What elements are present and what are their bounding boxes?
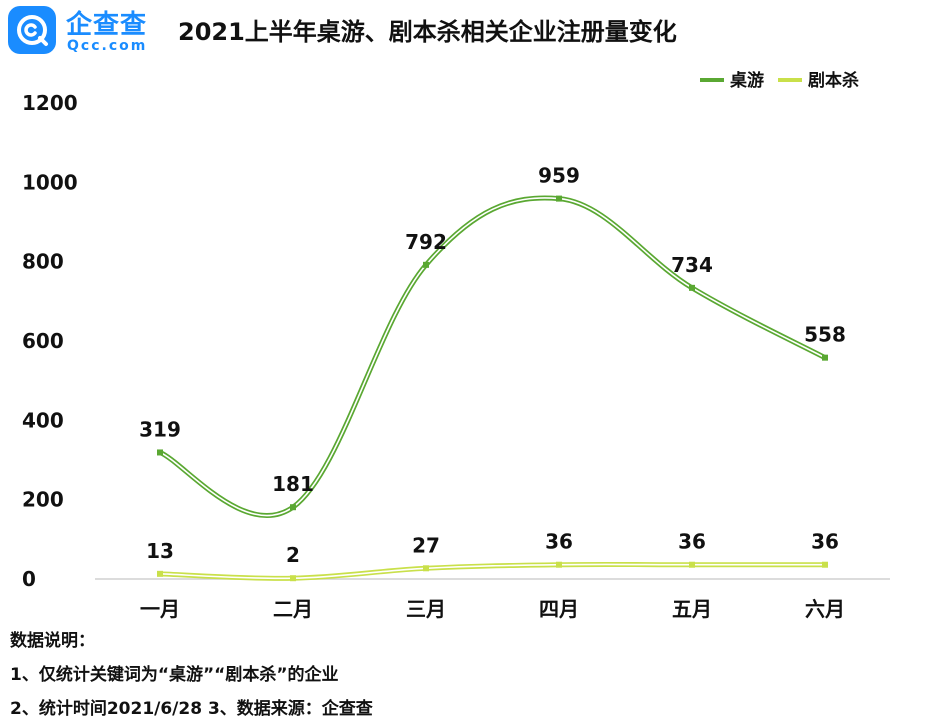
series-1-point: [822, 561, 828, 568]
chart-legend: 桌游 剧本杀: [700, 66, 873, 91]
data-notes: 数据说明： 1、仅统计关键词为“桌游”“剧本杀”的企业 2、统计时间2021/6…: [10, 624, 373, 726]
y-tick-label: 1000: [22, 170, 78, 194]
legend-label-0: 桌游: [730, 71, 764, 91]
x-tick-label: 六月: [805, 597, 845, 621]
series-line-0: [157, 195, 828, 518]
series-0-point: [689, 284, 695, 291]
y-tick-label: 0: [22, 567, 36, 591]
x-tick-label: 二月: [273, 597, 313, 621]
x-tick-label: 四月: [539, 597, 579, 621]
series-0-point: [822, 354, 828, 361]
notes-heading: 数据说明：: [10, 631, 95, 651]
series-0-point: [157, 449, 163, 456]
brand-name: 企查查: [66, 10, 148, 40]
series-1-data-label: 13: [146, 539, 174, 563]
qcc-logo-icon: [8, 6, 56, 54]
x-tick-label: 五月: [672, 597, 712, 621]
series-1-data-label: 36: [811, 530, 839, 554]
series-1-data-label: 2: [286, 543, 300, 567]
series-0-data-label: 319: [139, 417, 181, 441]
legend-item-1: 剧本杀: [778, 66, 859, 91]
series-1-point: [556, 561, 562, 568]
series-1-point: [290, 575, 296, 582]
series-0-data-label: 181: [272, 472, 314, 496]
y-tick-label: 400: [22, 408, 64, 432]
legend-item-0: 桌游: [700, 66, 764, 91]
legend-swatch-0: [700, 77, 724, 82]
series-1-data-label: 36: [678, 530, 706, 554]
chart-title: 2021上半年桌游、剧本杀相关企业注册量变化: [178, 18, 677, 46]
y-tick-label: 600: [22, 329, 64, 353]
x-tick-label: 三月: [406, 597, 446, 621]
brand-domain: Qcc.com: [67, 38, 148, 54]
series-1-point: [689, 561, 695, 568]
series-0-data-label: 558: [804, 323, 846, 347]
series-0-point: [290, 504, 296, 511]
x-tick-label: 一月: [140, 597, 180, 621]
y-tick-label: 200: [22, 488, 64, 512]
legend-swatch-1: [778, 77, 802, 82]
logo-q-glyph: [17, 15, 48, 46]
series-line-core-1: [159, 563, 826, 580]
series-1-point: [423, 565, 429, 572]
series-1-data-label: 36: [545, 530, 573, 554]
notes-line-1: 1、仅统计关键词为“桌游”“剧本杀”的企业: [10, 665, 339, 685]
series-1-data-label: 27: [412, 533, 440, 557]
notes-line-2: 2、统计时间2021/6/28 3、数据来源：企查查: [10, 699, 373, 719]
y-tick-label: 1200: [22, 91, 78, 115]
legend-label-1: 剧本杀: [808, 71, 859, 91]
series-0-data-label: 792: [405, 230, 447, 254]
header: 企查查 Qcc.com 2021上半年桌游、剧本杀相关企业注册量变化: [0, 0, 929, 60]
series-0-data-label: 734: [671, 253, 713, 277]
series-line-core-0: [159, 197, 826, 517]
series-0-data-label: 959: [538, 164, 580, 188]
series-1-point: [157, 570, 163, 577]
y-tick-label: 800: [22, 250, 64, 274]
series-0-point: [423, 261, 429, 268]
series-0-point: [556, 195, 562, 202]
